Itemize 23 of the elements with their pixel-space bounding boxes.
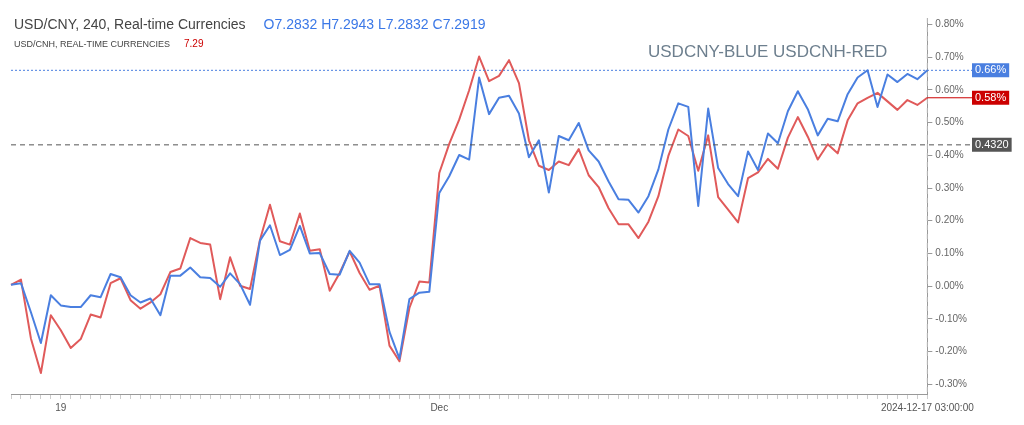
y-tick-label: 0.00% bbox=[935, 279, 964, 291]
y-tick-label: 0.80% bbox=[935, 18, 964, 30]
y-tick-label: 0.70% bbox=[935, 50, 964, 62]
x-tick-label: 2024-12-17 03:00:00 bbox=[880, 401, 975, 413]
y-tick-label: 0.60% bbox=[935, 83, 964, 95]
y-tick-label: 0.20% bbox=[935, 214, 964, 226]
y-tick-label: 0.50% bbox=[935, 116, 964, 128]
ref-line-label: 0.4320 bbox=[975, 137, 1009, 150]
y-tick-label: 0.30% bbox=[935, 181, 964, 193]
annotation: O7.2832 H7.2943 L7.2832 C7.2919 bbox=[263, 16, 486, 32]
chart-title: USD/CNY, 240, Real-time Currencies bbox=[14, 16, 246, 32]
y-tick-label: -0.20% bbox=[935, 345, 968, 357]
x-tick-label: Dec bbox=[430, 401, 449, 413]
x-tick-label: 19 bbox=[55, 401, 67, 413]
text: USD/CNH, REAL-TIME CURRENCIES bbox=[14, 39, 171, 49]
ref-line-label: 0.66% bbox=[975, 63, 1007, 76]
annotation: 7.29 bbox=[184, 38, 204, 49]
y-tick-label: 0.10% bbox=[935, 247, 964, 259]
annotation: 0.58% bbox=[975, 90, 1007, 103]
annotation: USDCNY-BLUE USDCNH-RED bbox=[648, 42, 888, 62]
y-tick-label: 0.40% bbox=[935, 149, 964, 161]
y-tick-label: -0.30% bbox=[935, 377, 968, 389]
y-tick-label: -0.10% bbox=[935, 312, 968, 324]
